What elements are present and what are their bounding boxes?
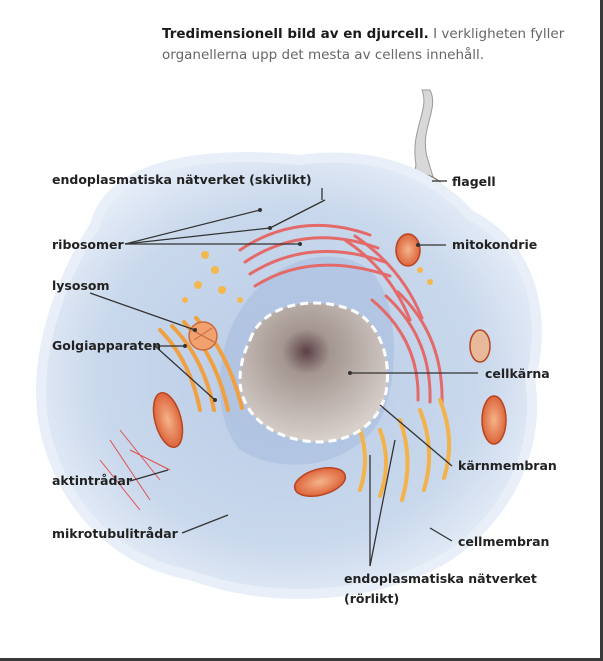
label-mikrotubulitradar: mikrotubulitrådar: [52, 526, 179, 541]
label-aktintradar: aktintrådar: [52, 473, 133, 488]
label-lysosom: lysosom: [52, 278, 110, 293]
nucleus: [238, 301, 389, 444]
actin-filaments: [99, 429, 171, 511]
caption-title: Tredimensionell bild av en djurcell.: [162, 26, 429, 42]
mitochondria: [152, 233, 507, 497]
figure-caption: Tredimensionell bild av en djurcell. I v…: [162, 24, 582, 66]
label-er-rough-1: endoplasmatiska nätverket: [344, 571, 537, 586]
vesicles: [182, 251, 433, 303]
label-cellkarna: cellkärna: [485, 366, 550, 381]
leader-lines: [89, 180, 478, 567]
label-ribosomer: ribosomer: [52, 237, 125, 252]
smooth-er: [358, 398, 452, 502]
leader-dots: [183, 208, 420, 402]
label-er-smooth: endoplasmatiska nätverket (skivlikt): [52, 172, 312, 187]
rough-er: [238, 223, 444, 406]
label-karnmembran: kärnmembran: [458, 458, 557, 473]
label-mitokondrie: mitokondrie: [452, 237, 537, 252]
caption-text: I verkligheten fyller organellerna upp d…: [162, 26, 565, 63]
label-er-rough-2: (rörlikt): [344, 591, 399, 606]
label-flagell: flagell: [452, 174, 496, 189]
label-cellmembran: cellmembran: [458, 534, 549, 549]
lysosome: [188, 321, 218, 351]
label-golgi: Golgiapparaten: [52, 338, 161, 353]
